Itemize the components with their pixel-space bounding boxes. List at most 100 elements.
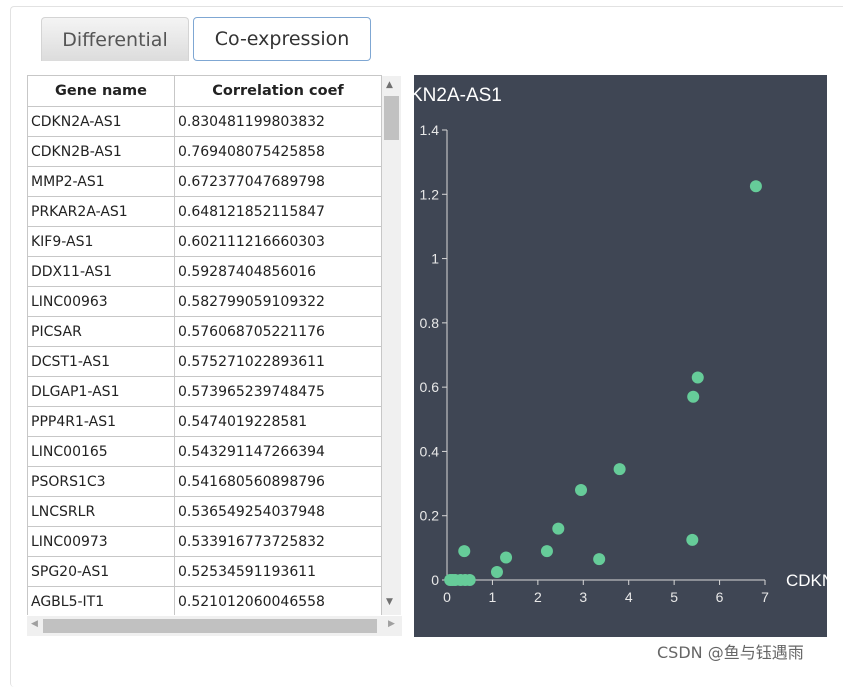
table-row[interactable]: LINC00963 0.582799059109322	[27, 286, 382, 317]
x-tick-label: 7	[761, 589, 769, 605]
y-tick-label: 1	[431, 251, 439, 267]
table-row[interactable]: PICSAR 0.576068705221176	[27, 316, 382, 347]
data-point	[552, 522, 565, 535]
data-point	[749, 180, 762, 193]
y-tick-label: 0	[431, 572, 439, 588]
cell-gene-name: PSORS1C3	[27, 466, 175, 497]
y-tick-label: 1.4	[420, 122, 440, 138]
table-row[interactable]: LNCSRLR 0.536549254037948	[27, 496, 382, 527]
chart-title: KN2A-AS1	[414, 85, 502, 106]
cell-correlation-coef: 0.672377047689798	[174, 166, 382, 197]
data-point	[613, 463, 626, 476]
table-row[interactable]: AGBL5-IT1 0.521012060046558	[27, 586, 382, 615]
cell-correlation-coef: 0.575271022893611	[174, 346, 382, 377]
cell-gene-name: PRKAR2A-AS1	[27, 196, 175, 227]
header-gene-name[interactable]: Gene name	[27, 75, 175, 107]
data-point	[540, 545, 553, 558]
cell-gene-name: MMP2-AS1	[27, 166, 175, 197]
scroll-right-arrow-icon[interactable]: ▶	[388, 619, 395, 629]
table-vertical-scrollbar[interactable]: ▲ ▼	[382, 76, 401, 615]
scatter-plot-panel: 0 0.2 0.4 0.6 0.8 1 1.2 1.4 0 1 2 3 4 5 6 7 KN2A-AS1 CDKN	[410, 75, 834, 637]
table-row[interactable]: PSORS1C3 0.541680560898796	[27, 466, 382, 497]
cell-correlation-coef: 0.59287404856016	[174, 256, 382, 287]
cell-correlation-coef: 0.769408075425858	[174, 136, 382, 167]
table-header-row: Gene name Correlation coef	[27, 75, 382, 107]
scroll-down-arrow-icon[interactable]: ▼	[386, 597, 393, 607]
cell-correlation-coef: 0.602111216660303	[174, 226, 382, 257]
data-point	[691, 371, 704, 384]
data-point	[490, 565, 503, 578]
table-row[interactable]: LINC00973 0.533916773725832	[27, 526, 382, 557]
cell-correlation-coef: 0.573965239748475	[174, 376, 382, 407]
cell-correlation-coef: 0.541680560898796	[174, 466, 382, 497]
x-tick-label: 4	[625, 589, 633, 605]
table-row[interactable]: MMP2-AS1 0.672377047689798	[27, 166, 382, 197]
vertical-scroll-thumb[interactable]	[384, 96, 399, 140]
y-tick-label: 0.6	[420, 379, 440, 395]
x-tick-label: 5	[670, 589, 678, 605]
correlation-table-viewport: Gene name Correlation coef CDKN2A-AS1 0.8…	[27, 75, 402, 615]
y-tick-label: 1.2	[420, 186, 440, 202]
cell-gene-name: KIF9-AS1	[27, 226, 175, 257]
data-point	[686, 533, 699, 546]
scatter-plot: 0 0.2 0.4 0.6 0.8 1 1.2 1.4 0 1 2 3 4 5 6 7 KN2A-AS1 CDKN	[410, 85, 834, 605]
x-tick-label: 2	[534, 589, 542, 605]
data-point	[593, 553, 606, 566]
cell-correlation-coef: 0.533916773725832	[174, 526, 382, 557]
correlation-table: Gene name Correlation coef CDKN2A-AS1 0.8…	[27, 75, 382, 615]
data-point	[500, 551, 513, 564]
cell-gene-name: SPG20-AS1	[27, 556, 175, 587]
scroll-left-arrow-icon[interactable]: ◀	[31, 619, 38, 629]
cell-correlation-coef: 0.582799059109322	[174, 286, 382, 317]
cell-gene-name: CDKN2B-AS1	[27, 136, 175, 167]
cell-gene-name: PPP4R1-AS1	[27, 406, 175, 437]
data-point	[687, 390, 700, 403]
x-tick-label: 6	[716, 589, 724, 605]
cell-correlation-coef: 0.830481199803832	[174, 106, 382, 137]
cell-correlation-coef: 0.52534591193611	[174, 556, 382, 587]
table-horizontal-scrollbar[interactable]: ◀ ▶	[27, 616, 402, 636]
cell-gene-name: LINC00165	[27, 436, 175, 467]
x-tick-label: 3	[579, 589, 587, 605]
cell-gene-name: DCST1-AS1	[27, 346, 175, 377]
table-body: CDKN2A-AS1 0.830481199803832 CDKN2B-AS1 0.7…	[27, 106, 382, 615]
table-row[interactable]: LINC00165 0.543291147266394	[27, 436, 382, 467]
cell-gene-name: DDX11-AS1	[27, 256, 175, 287]
table-row[interactable]: CDKN2A-AS1 0.830481199803832	[27, 106, 382, 137]
x-axis-label: CDKN	[786, 571, 827, 590]
table-row[interactable]: PRKAR2A-AS1 0.648121852115847	[27, 196, 382, 227]
table-row[interactable]: DDX11-AS1 0.59287404856016	[27, 256, 382, 287]
cell-correlation-coef: 0.536549254037948	[174, 496, 382, 527]
cell-correlation-coef: 0.543291147266394	[174, 436, 382, 467]
tab-differential[interactable]: Differential	[41, 17, 189, 61]
y-tick-label: 0.8	[420, 315, 440, 331]
x-tick-label: 0	[443, 589, 451, 605]
table-row[interactable]: KIF9-AS1 0.602111216660303	[27, 226, 382, 257]
cell-gene-name: CDKN2A-AS1	[27, 106, 175, 137]
table-row[interactable]: DCST1-AS1 0.575271022893611	[27, 346, 382, 377]
table-row[interactable]: DLGAP1-AS1 0.573965239748475	[27, 376, 382, 407]
data-point	[458, 545, 471, 558]
cell-gene-name: LINC00963	[27, 286, 175, 317]
cell-gene-name: LNCSRLR	[27, 496, 175, 527]
watermark: CSDN @鱼与钰遇雨	[657, 643, 804, 662]
cell-correlation-coef: 0.576068705221176	[174, 316, 382, 347]
cell-correlation-coef: 0.5474019228581	[174, 406, 382, 437]
cell-gene-name: DLGAP1-AS1	[27, 376, 175, 407]
cell-correlation-coef: 0.648121852115847	[174, 196, 382, 227]
data-point	[575, 484, 588, 496]
data-point	[463, 574, 476, 586]
header-correlation-coef[interactable]: Correlation coef	[174, 75, 382, 107]
table-row[interactable]: PPP4R1-AS1 0.5474019228581	[27, 406, 382, 437]
cell-correlation-coef: 0.521012060046558	[174, 586, 382, 615]
y-tick-label: 0.4	[420, 443, 440, 459]
scroll-up-arrow-icon[interactable]: ▲	[386, 80, 393, 90]
horizontal-scroll-thumb[interactable]	[43, 619, 377, 633]
table-row[interactable]: CDKN2B-AS1 0.769408075425858	[27, 136, 382, 167]
cell-gene-name: PICSAR	[27, 316, 175, 347]
cell-gene-name: AGBL5-IT1	[27, 586, 175, 615]
panel-frame	[10, 6, 843, 687]
tab-co-expression[interactable]: Co-expression	[193, 17, 371, 61]
y-tick-label: 0.2	[420, 508, 440, 524]
table-row[interactable]: SPG20-AS1 0.52534591193611	[27, 556, 382, 587]
